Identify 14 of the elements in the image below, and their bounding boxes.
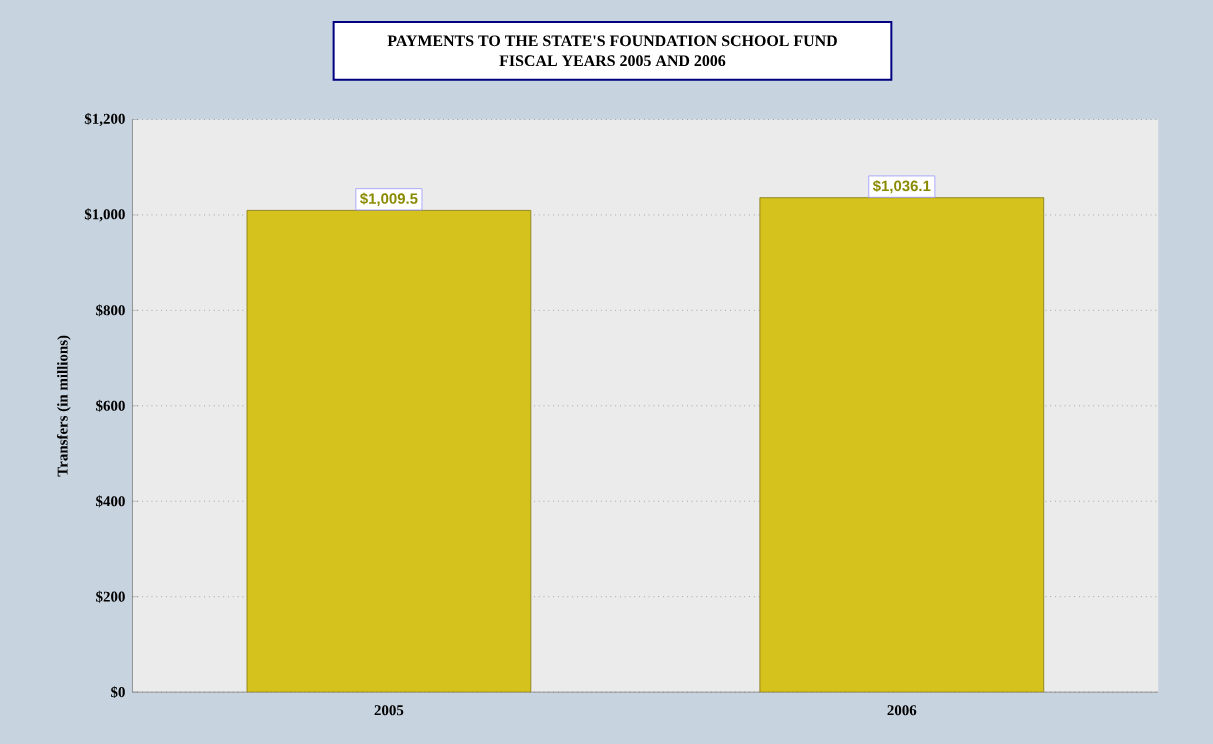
y-tick-label: $200 bbox=[96, 590, 125, 603]
y-axis-title: Transfers (in millions) bbox=[56, 335, 71, 477]
data-label: $1,036.1 bbox=[872, 179, 931, 194]
x-tick-label: 2006 bbox=[887, 705, 917, 716]
y-tick-label: $1,000 bbox=[84, 208, 125, 222]
y-tick-label: $1,200 bbox=[84, 112, 125, 127]
y-tick-label: $0 bbox=[111, 686, 125, 699]
y-tick-label: $800 bbox=[96, 304, 125, 317]
y-tick-label: $600 bbox=[96, 399, 125, 412]
chart-subtitle: FISCAL YEARS 2005 AND 2006 bbox=[499, 55, 726, 67]
chart-title: PAYMENTS TO THE STATE'S FOUNDATION SCHOOL FUND bbox=[387, 35, 837, 47]
y-tick-label: $400 bbox=[96, 495, 125, 508]
x-tick-label: 2005 bbox=[374, 705, 404, 716]
data-label: $1,009.5 bbox=[360, 192, 418, 207]
